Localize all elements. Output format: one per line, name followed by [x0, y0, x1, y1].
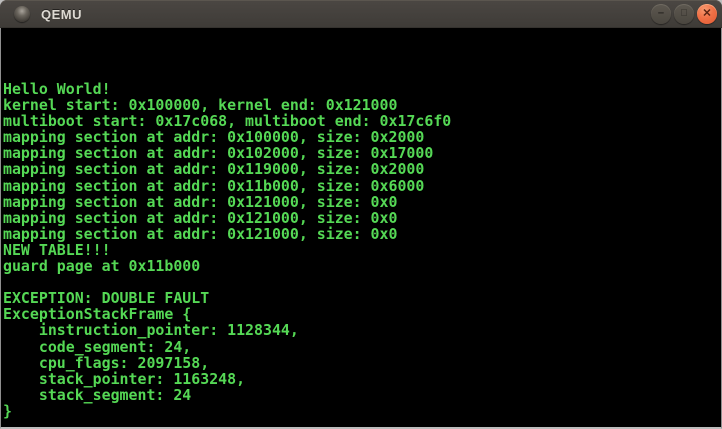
titlebar[interactable]: QEMU − □ ✕ — [0, 0, 722, 28]
console-output: Hello World! kernel start: 0x100000, ker… — [3, 80, 452, 420]
minimize-icon: − — [657, 7, 665, 19]
minimize-button[interactable]: − — [651, 4, 671, 24]
window-controls: − □ ✕ — [651, 4, 717, 24]
qemu-window-icon — [14, 6, 30, 22]
maximize-button[interactable]: □ — [674, 4, 694, 24]
maximize-icon: □ — [680, 7, 688, 19]
close-button[interactable]: ✕ — [697, 4, 717, 24]
vm-display[interactable]: Hello World! kernel start: 0x100000, ker… — [0, 28, 722, 429]
window-title: QEMU — [41, 6, 82, 22]
close-icon: ✕ — [702, 7, 712, 19]
